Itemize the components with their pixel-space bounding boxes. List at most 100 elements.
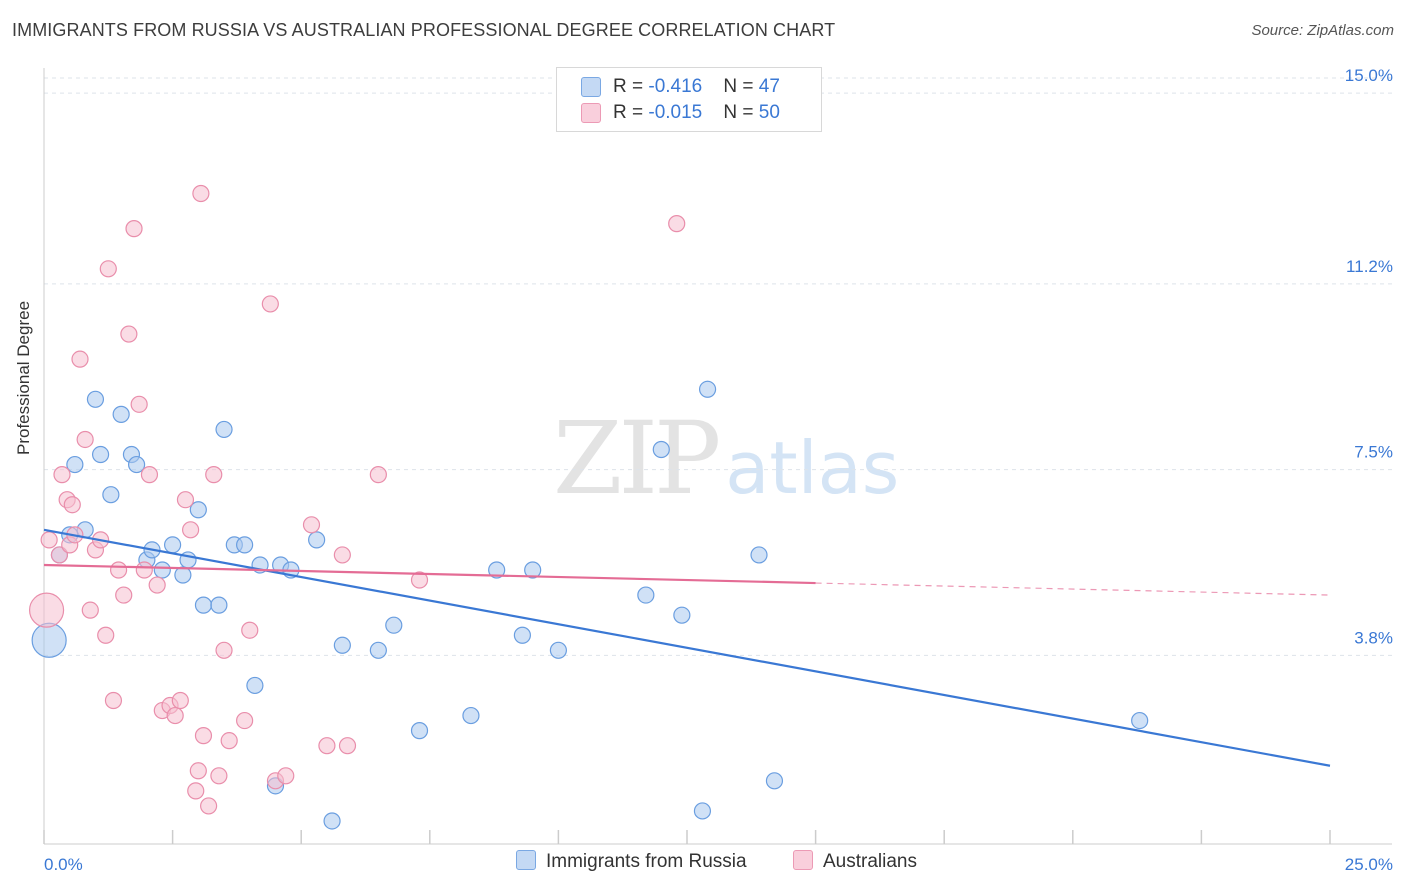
- russia-point: [102, 486, 120, 504]
- russia-point: [210, 596, 228, 614]
- australians-trend-line-dashed: [815, 582, 1331, 596]
- australians-point: [236, 711, 254, 730]
- y-axis-title: Professional Degree: [14, 300, 33, 455]
- russia-point: [513, 626, 531, 644]
- legend-swatch-russia: [516, 850, 536, 870]
- stats-n-value: 50: [758, 102, 780, 123]
- australians-point: [166, 706, 184, 725]
- tick-labels: 3.8% 7.5% 11.2% 15.0% 0.0% 25.0%: [44, 66, 1393, 874]
- australians-point: [135, 561, 153, 579]
- legend-label-russia: Immigrants from Russia: [546, 851, 747, 872]
- russia-point: [236, 536, 254, 554]
- russia-point: [637, 586, 655, 604]
- watermark-zip: ZIP: [553, 400, 721, 517]
- australians-point: [410, 571, 429, 589]
- australians-point: [194, 727, 213, 745]
- stats-r-label: R =: [613, 76, 649, 97]
- australians-point: [210, 767, 228, 785]
- russia-point: [698, 380, 717, 398]
- australians-point: [220, 732, 238, 750]
- australians-point: [182, 521, 200, 539]
- russia-point: [1131, 711, 1149, 730]
- russia-point: [765, 772, 784, 790]
- australians-point: [81, 601, 99, 619]
- australians-point: [130, 395, 148, 413]
- australians-point: [318, 737, 336, 755]
- russia-point: [673, 606, 691, 624]
- stats-r-value: -0.416: [648, 76, 703, 97]
- russia-point: [524, 561, 542, 579]
- legend-item-australians[interactable]: Australians: [793, 850, 917, 873]
- russia-point: [652, 440, 670, 459]
- x-tick-label: 25.0%: [1345, 855, 1393, 874]
- australians-point: [104, 691, 123, 710]
- russia-point: [66, 455, 84, 474]
- stats-swatch-australians: [581, 103, 601, 123]
- russia-point: [246, 676, 264, 695]
- legend-item-russia[interactable]: Immigrants from Russia: [516, 850, 747, 873]
- australians-point: [50, 546, 69, 564]
- russia-point: [31, 622, 67, 658]
- australians-point: [97, 626, 115, 644]
- australians-trend-line: [43, 563, 816, 585]
- stats-n-label: N =: [723, 76, 759, 97]
- source-label: Source: ZipAtlas.com: [1251, 22, 1394, 39]
- series-australians-points: [28, 184, 686, 815]
- watermark-atlas: atlas: [725, 426, 900, 510]
- y-tick-label: 15.0%: [1345, 66, 1393, 85]
- russia-point: [549, 641, 568, 659]
- y-tick-label: 11.2%: [1346, 257, 1393, 276]
- australians-point: [187, 782, 205, 800]
- russia-point: [86, 390, 105, 408]
- russia-point: [153, 561, 171, 579]
- y-tick-label: 7.5%: [1354, 443, 1393, 462]
- australians-point: [140, 466, 159, 484]
- australians-point: [192, 184, 210, 203]
- australians-point: [171, 691, 189, 710]
- australians-point: [53, 466, 71, 484]
- australians-point: [176, 491, 195, 509]
- stats-n-value: 47: [758, 76, 780, 97]
- trend-lines: [43, 528, 1331, 767]
- australians-point: [76, 430, 94, 449]
- australians-point: [109, 561, 128, 579]
- legend-swatch-australians: [793, 850, 813, 870]
- australians-point: [215, 641, 233, 659]
- stats-box: R = -0.416 N = 47 R = -0.015 N = 50: [556, 67, 822, 132]
- russia-point: [91, 445, 110, 464]
- y-tick-label: 3.8%: [1354, 628, 1393, 647]
- russia-point: [164, 536, 182, 554]
- russia-point: [750, 546, 768, 564]
- axes: [43, 68, 1392, 845]
- russia-point: [410, 722, 429, 740]
- australians-point: [302, 516, 321, 534]
- australians-point: [40, 531, 58, 549]
- russia-point: [488, 561, 506, 579]
- australians-point: [205, 466, 223, 484]
- russia-point: [112, 405, 130, 423]
- stats-r-label: R =: [613, 102, 649, 123]
- x-tick-label: 0.0%: [44, 855, 83, 874]
- russia-point: [369, 641, 387, 659]
- australians-point: [28, 592, 65, 628]
- australians-point: [200, 797, 218, 815]
- australians-point: [120, 325, 138, 343]
- chart-title: IMMIGRANTS FROM RUSSIA VS AUSTRALIAN PRO…: [12, 20, 836, 40]
- series-russia-points: [31, 380, 1149, 830]
- australians-point: [63, 496, 81, 514]
- australians-point: [333, 546, 351, 564]
- russia-point: [323, 812, 341, 830]
- australians-point: [148, 576, 166, 594]
- russia-point: [189, 501, 207, 519]
- australians-point: [71, 350, 89, 368]
- russia-point: [174, 566, 192, 584]
- russia-point: [215, 420, 233, 439]
- russia-point: [385, 616, 403, 634]
- australians-point: [189, 762, 207, 780]
- australians-point: [125, 220, 143, 238]
- australians-point: [115, 586, 133, 604]
- stats-r-value: -0.015: [648, 102, 703, 123]
- australians-point: [369, 466, 387, 484]
- australians-point: [261, 295, 279, 313]
